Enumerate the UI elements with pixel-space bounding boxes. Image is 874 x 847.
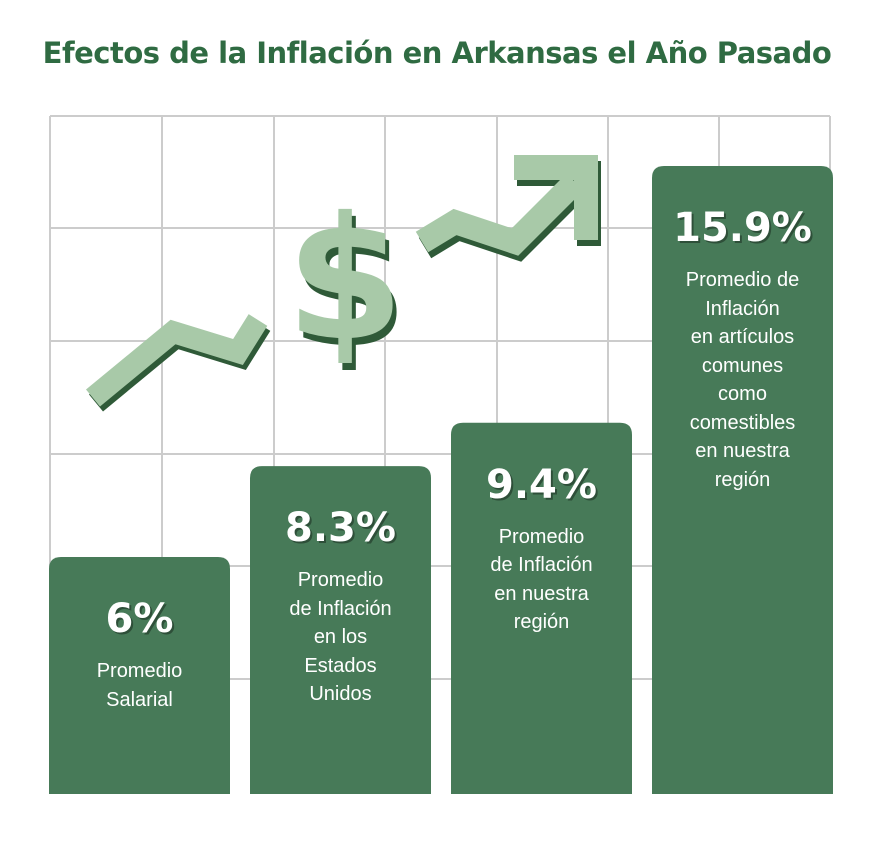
bar-category-label-line: en los xyxy=(313,626,368,649)
bar-category-label-line: Promedio xyxy=(96,660,183,683)
bar-1 xyxy=(49,557,230,794)
bar-category-label-line: comunes xyxy=(701,354,784,377)
bar-category-label: Promedio Salarial xyxy=(49,657,230,714)
bar-text-2: 8.3% Promedio de Inflación en los Estados Uni… xyxy=(250,504,431,709)
bar-category-label-line: Unidos xyxy=(309,683,372,706)
trend-arrow-icon xyxy=(85,155,601,412)
bar-value-label: 9.4% xyxy=(486,461,597,508)
bar-value-label: 6% xyxy=(105,596,174,643)
bar-4 xyxy=(652,166,833,794)
bar-category-label-line: Inflación xyxy=(705,297,780,320)
bar-category-label-line: Salarial xyxy=(106,688,173,711)
bar-category-label-line: Estados xyxy=(304,654,377,677)
bar-category-label-line: de Inflación xyxy=(289,597,392,620)
svg-text:$: $ xyxy=(290,188,408,386)
bar-category-label-line: Promedio de xyxy=(685,269,800,291)
bar-value-label: 15.9% xyxy=(673,205,812,251)
bar-text-1: 6% Promedio Salarial xyxy=(49,595,230,714)
bar-category-label-line: Promedio xyxy=(297,569,384,592)
bar-2 xyxy=(250,466,431,794)
bars xyxy=(49,166,833,794)
dollar-sign-icon: $ $ xyxy=(286,181,408,386)
bar-text-4: 15.9% Promedio de Inflación en artículos com… xyxy=(652,204,833,494)
bar-category-label: Promedio de Inflación en los Estados Unidos xyxy=(250,566,431,709)
bar-category-label: Promedio de Inflación en nuestra región xyxy=(451,523,632,637)
chart-title: Efectos de la Inflación en Arkansas el A… xyxy=(42,36,832,70)
bar-category-label-line: Promedio xyxy=(498,525,585,548)
bar-category-label-line: región xyxy=(714,468,771,491)
bar-category-label-line: región xyxy=(513,611,570,634)
svg-text:$: $ xyxy=(286,181,404,379)
bar-category-label-line: de Inflación xyxy=(490,554,593,577)
bar-category-label-line: como xyxy=(718,383,767,405)
bar-text-3: 9.4% Promedio de Inflación en nuestra región xyxy=(451,461,632,637)
bar-value-label: 8.3% xyxy=(285,505,396,552)
bar-category-label-line: en nuestra xyxy=(494,582,589,605)
bar-category-label: Promedio de Inflación en artículos comunes c… xyxy=(652,266,833,494)
bar-category-label-line: comestibles xyxy=(689,411,796,434)
bar-category-label-line: en nuestra xyxy=(695,440,790,462)
bar-3 xyxy=(451,422,632,794)
bar-category-label-line: en artículos xyxy=(690,326,795,348)
